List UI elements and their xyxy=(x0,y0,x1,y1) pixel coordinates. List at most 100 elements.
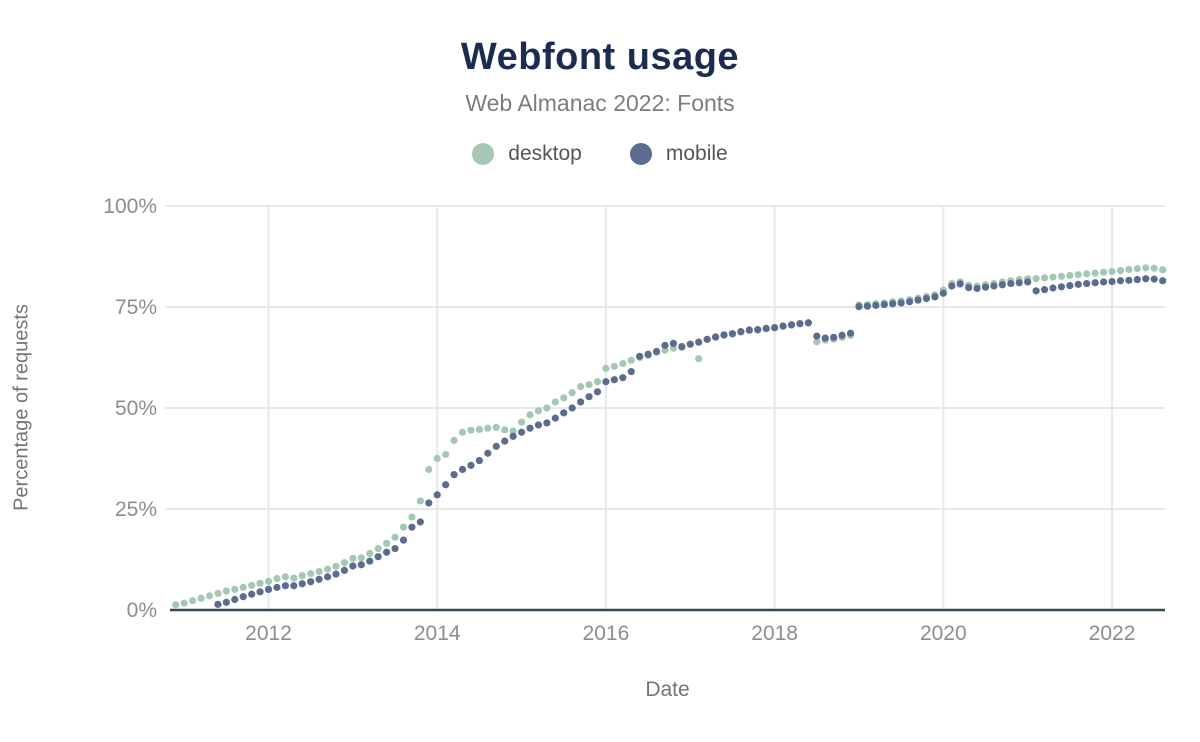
x-tick-label: 2020 xyxy=(920,622,967,645)
mobile-data-point xyxy=(804,319,812,327)
mobile-data-point xyxy=(627,368,635,376)
mobile-data-point xyxy=(1099,278,1108,286)
mobile-data-point xyxy=(644,350,652,358)
mobile-data-point xyxy=(374,553,382,561)
desktop-data-point xyxy=(366,549,374,558)
desktop-data-point xyxy=(383,539,391,547)
mobile-data-point xyxy=(1091,279,1099,287)
mobile-data-point xyxy=(652,347,661,356)
mobile-data-point xyxy=(577,398,585,406)
desktop-data-point xyxy=(1032,275,1040,283)
mobile-data-point xyxy=(425,499,433,507)
desktop-data-point xyxy=(425,465,433,474)
chart-subtitle: Web Almanac 2022: Fonts xyxy=(465,90,735,116)
desktop-data-point xyxy=(534,407,543,415)
mobile-data-point xyxy=(771,324,779,332)
desktop-data-point xyxy=(340,559,349,567)
mobile-data-point xyxy=(433,491,441,499)
desktop-data-point xyxy=(391,533,399,541)
mobile-data-point xyxy=(517,428,526,436)
mobile-data-point xyxy=(273,583,281,591)
desktop-data-point xyxy=(315,568,323,576)
mobile-data-point xyxy=(501,437,509,445)
mobile-data-point xyxy=(1150,275,1158,283)
mobile-data-point xyxy=(905,298,914,306)
y-tick-label: 25% xyxy=(115,498,157,521)
desktop-data-point xyxy=(492,423,500,431)
desktop-data-point xyxy=(281,573,289,581)
x-tick-label: 2022 xyxy=(1089,622,1136,645)
mobile-data-point xyxy=(821,334,829,342)
desktop-data-point xyxy=(1083,270,1091,278)
y-tick-label: 100% xyxy=(103,195,157,218)
mobile-data-point xyxy=(264,585,273,593)
mobile-data-point xyxy=(534,421,543,429)
legend-label: mobile xyxy=(665,142,728,165)
desktop-data-point xyxy=(467,426,475,434)
mobile-data-point xyxy=(475,456,483,465)
mobile-data-point xyxy=(307,578,315,586)
desktop-data-point xyxy=(248,581,256,589)
mobile-data-point xyxy=(366,557,374,565)
mobile-data-point xyxy=(1024,278,1032,286)
mobile-data-point xyxy=(981,283,990,291)
mobile-data-point xyxy=(340,566,349,575)
desktop-data-point xyxy=(1057,272,1066,280)
legend-label: desktop xyxy=(508,142,582,165)
mobile-data-point xyxy=(1074,280,1082,288)
mobile-data-point xyxy=(636,352,644,360)
mobile-data-point xyxy=(357,561,365,569)
mobile-data-point xyxy=(1040,286,1049,294)
mobile-data-point xyxy=(450,471,458,479)
mobile-data-point xyxy=(349,562,357,570)
desktop-data-point xyxy=(568,389,576,397)
mobile-data-point xyxy=(889,300,897,308)
mobile-data-point xyxy=(248,590,256,598)
mobile-data-point xyxy=(585,393,593,401)
desktop-data-point xyxy=(475,425,483,434)
mobile-data-point xyxy=(509,432,517,440)
legend-item-desktop[interactable]: desktop xyxy=(472,142,582,166)
desktop-data-point xyxy=(501,426,509,434)
mobile-data-point xyxy=(1049,284,1057,292)
mobile-data-point xyxy=(813,332,821,340)
legend-item-mobile[interactable]: mobile xyxy=(629,142,728,166)
desktop-data-point xyxy=(433,454,441,463)
desktop-data-point xyxy=(543,404,551,412)
mobile-data-point xyxy=(863,302,872,310)
mobile-data-point xyxy=(897,299,905,307)
mobile-data-point xyxy=(1159,277,1167,285)
mobile-data-point xyxy=(1015,279,1023,287)
mobile-data-point xyxy=(239,593,247,601)
desktop-series-swatch-icon xyxy=(472,143,495,165)
desktop-data-point xyxy=(172,601,180,609)
mobile-data-point xyxy=(846,329,855,337)
mobile-data-point xyxy=(1108,277,1116,286)
desktop-data-point xyxy=(627,356,635,364)
desktop-data-point xyxy=(264,577,273,585)
desktop-data-point xyxy=(205,592,214,600)
desktop-data-point xyxy=(585,380,593,389)
mobile-data-point xyxy=(1007,279,1015,288)
desktop-data-point xyxy=(374,544,382,553)
desktop-data-point xyxy=(1150,264,1158,272)
desktop-data-point xyxy=(231,585,239,593)
mobile-data-point xyxy=(931,293,939,301)
mobile-data-point xyxy=(998,281,1006,289)
desktop-data-point xyxy=(526,411,534,419)
mobile-data-point xyxy=(256,588,264,596)
mobile-data-point xyxy=(332,570,340,578)
x-tick-label: 2018 xyxy=(751,622,798,645)
desktop-data-point xyxy=(180,599,188,607)
mobile-data-point xyxy=(678,342,686,351)
desktop-data-point xyxy=(1049,273,1057,281)
desktop-data-point xyxy=(189,597,197,605)
mobile-data-point xyxy=(948,282,956,290)
desktop-data-point xyxy=(551,398,559,406)
desktop-data-point xyxy=(408,513,416,521)
mobile-data-point xyxy=(1066,281,1074,290)
mobile-data-point xyxy=(686,340,694,348)
y-tick-label: 75% xyxy=(115,296,157,319)
mobile-data-point xyxy=(281,582,289,590)
mobile-data-point xyxy=(492,442,500,450)
